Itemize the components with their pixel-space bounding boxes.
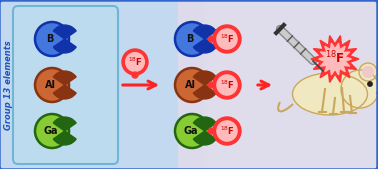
Wedge shape — [193, 25, 216, 39]
Circle shape — [125, 53, 144, 71]
Wedge shape — [53, 39, 76, 53]
Text: B: B — [46, 34, 54, 44]
Ellipse shape — [293, 73, 367, 115]
Text: Ga: Ga — [183, 126, 198, 136]
Text: $^{18}$F: $^{18}$F — [128, 56, 143, 68]
FancyBboxPatch shape — [13, 6, 118, 164]
Wedge shape — [53, 85, 76, 99]
Circle shape — [376, 91, 378, 94]
Wedge shape — [193, 71, 216, 85]
Circle shape — [35, 22, 69, 56]
Text: $^{18}$F: $^{18}$F — [220, 79, 234, 91]
Text: $^{18}$F: $^{18}$F — [220, 33, 234, 45]
Wedge shape — [193, 117, 216, 131]
Circle shape — [209, 36, 214, 42]
Text: Ga: Ga — [43, 126, 57, 136]
Wedge shape — [53, 117, 76, 131]
Wedge shape — [193, 39, 216, 53]
Wedge shape — [53, 25, 76, 39]
Circle shape — [213, 117, 241, 145]
Circle shape — [175, 68, 209, 102]
Wedge shape — [193, 85, 216, 99]
Circle shape — [368, 82, 372, 86]
Wedge shape — [53, 131, 76, 145]
Circle shape — [175, 22, 209, 56]
Wedge shape — [53, 71, 76, 85]
Circle shape — [132, 72, 138, 78]
Polygon shape — [319, 43, 351, 75]
Text: B: B — [187, 34, 194, 44]
Circle shape — [175, 114, 209, 148]
Circle shape — [35, 68, 69, 102]
Circle shape — [217, 121, 237, 141]
Text: Group 13 elements: Group 13 elements — [5, 40, 14, 130]
Text: Al: Al — [185, 80, 196, 90]
Wedge shape — [193, 131, 216, 145]
Circle shape — [122, 49, 148, 75]
FancyBboxPatch shape — [0, 0, 204, 169]
Circle shape — [341, 70, 378, 108]
Circle shape — [209, 82, 214, 88]
Text: $^{18}$F: $^{18}$F — [325, 50, 345, 66]
Circle shape — [209, 128, 214, 134]
Text: $^{18}$F: $^{18}$F — [220, 125, 234, 137]
Circle shape — [213, 71, 241, 99]
Circle shape — [359, 63, 377, 81]
FancyBboxPatch shape — [178, 0, 378, 169]
Circle shape — [35, 114, 69, 148]
Polygon shape — [311, 36, 359, 82]
Circle shape — [217, 75, 237, 95]
Text: Al: Al — [45, 80, 56, 90]
Circle shape — [213, 25, 241, 53]
Circle shape — [217, 29, 237, 49]
Circle shape — [363, 66, 373, 78]
